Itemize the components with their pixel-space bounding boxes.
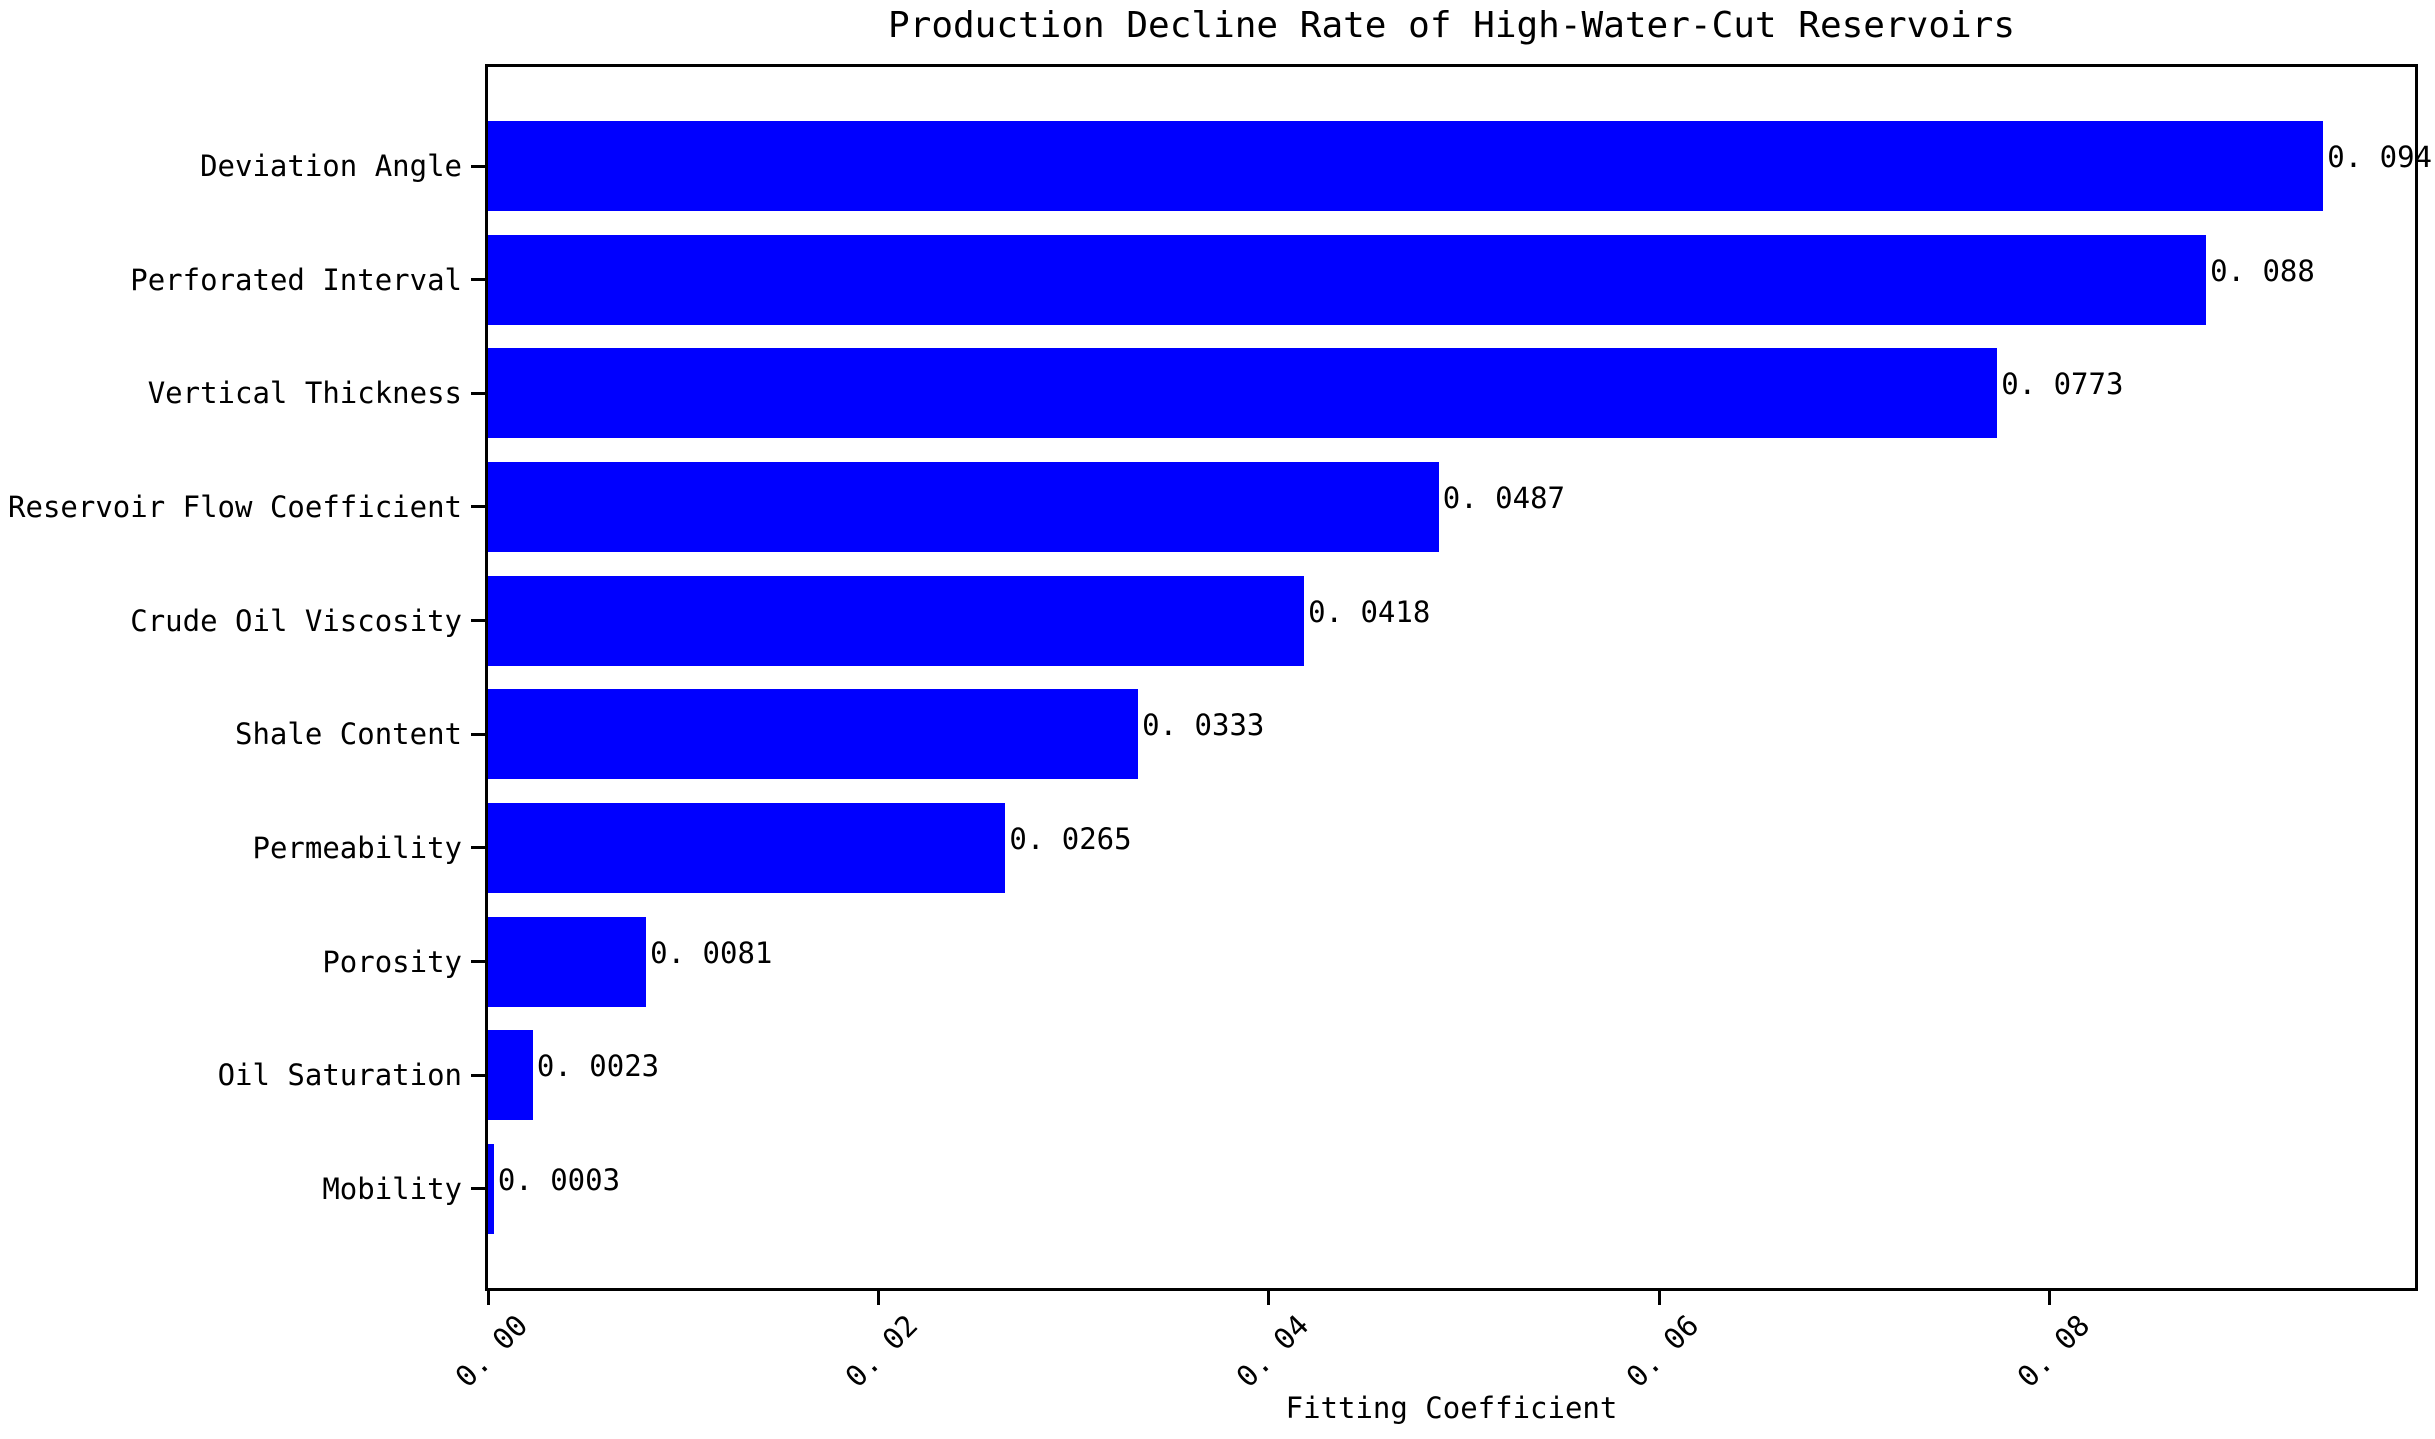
bar — [488, 916, 647, 1007]
y-axis-tick-label: Oil Saturation — [217, 1058, 462, 1093]
x-axis-tick — [486, 1291, 490, 1305]
x-axis-tick — [1267, 1291, 1271, 1305]
x-axis-tick-label-text: 0. 04 — [1229, 1308, 1315, 1394]
bar-value-label: 0. 0023 — [536, 1049, 660, 1084]
x-axis-tick-label-text: 0. 02 — [838, 1308, 925, 1394]
bar-value-label: 0. 094 — [2327, 140, 2432, 174]
y-axis-tick-label: Reservoir Flow Coefficient — [8, 489, 462, 524]
bar — [488, 461, 1439, 552]
y-axis-tick-label: Perforated Interval — [130, 262, 462, 297]
y-axis-tick — [471, 164, 485, 168]
y-axis-tick-label: Permeability — [252, 830, 462, 865]
y-axis-tick — [471, 1187, 485, 1191]
x-axis-tick — [1657, 1291, 1661, 1305]
y-axis-tick-label: Crude Oil Viscosity — [130, 603, 462, 638]
bar — [488, 121, 2324, 211]
y-axis-tick — [471, 1073, 485, 1077]
bar — [488, 1030, 533, 1121]
x-axis-tick — [876, 1291, 880, 1305]
bar-value-label: 0. 0418 — [1308, 594, 1431, 629]
y-axis-tick-label: Vertical Thickness — [147, 376, 462, 411]
y-axis-tick-label: Porosity — [322, 944, 462, 979]
y-axis-tick-label: Mobility — [322, 1171, 462, 1206]
x-axis-tick-label-text: 0. 08 — [2010, 1308, 2096, 1394]
bar-value-label: 0. 0333 — [1142, 708, 1265, 743]
y-axis-tick-label: Deviation Angle — [200, 149, 462, 183]
plot-area — [485, 64, 2418, 1291]
y-axis-tick — [471, 732, 485, 736]
x-axis-tick-label-text: 0. 06 — [1619, 1308, 1706, 1394]
x-axis-label: Fitting Coefficient — [1285, 1391, 1618, 1425]
bar — [488, 234, 2207, 325]
bar — [488, 1143, 494, 1234]
bar-value-label: 0. 0265 — [1009, 821, 1132, 856]
bar — [488, 689, 1139, 780]
y-axis-tick — [471, 619, 485, 623]
y-axis-tick — [471, 846, 485, 850]
bar-value-label: 0. 0487 — [1442, 480, 1566, 515]
bar-value-label: 0. 088 — [2210, 253, 2315, 288]
chart-title: Production Decline Rate of High-Water-Cu… — [887, 5, 2016, 46]
y-axis-tick — [471, 278, 485, 282]
x-axis-tick — [2048, 1291, 2052, 1305]
bar — [488, 802, 1006, 893]
y-axis-tick — [471, 505, 485, 509]
bar-value-label: 0. 0003 — [497, 1162, 621, 1197]
bar-value-label: 0. 0081 — [650, 935, 773, 970]
bar-value-label: 0. 0773 — [2001, 367, 2124, 402]
y-axis-tick-label: Shale Content — [235, 717, 462, 752]
bar — [488, 575, 1305, 666]
x-axis-tick-label-text: 0. 00 — [448, 1308, 535, 1394]
y-axis-tick — [471, 391, 485, 395]
y-axis-tick — [471, 960, 485, 964]
bar — [488, 348, 1998, 439]
